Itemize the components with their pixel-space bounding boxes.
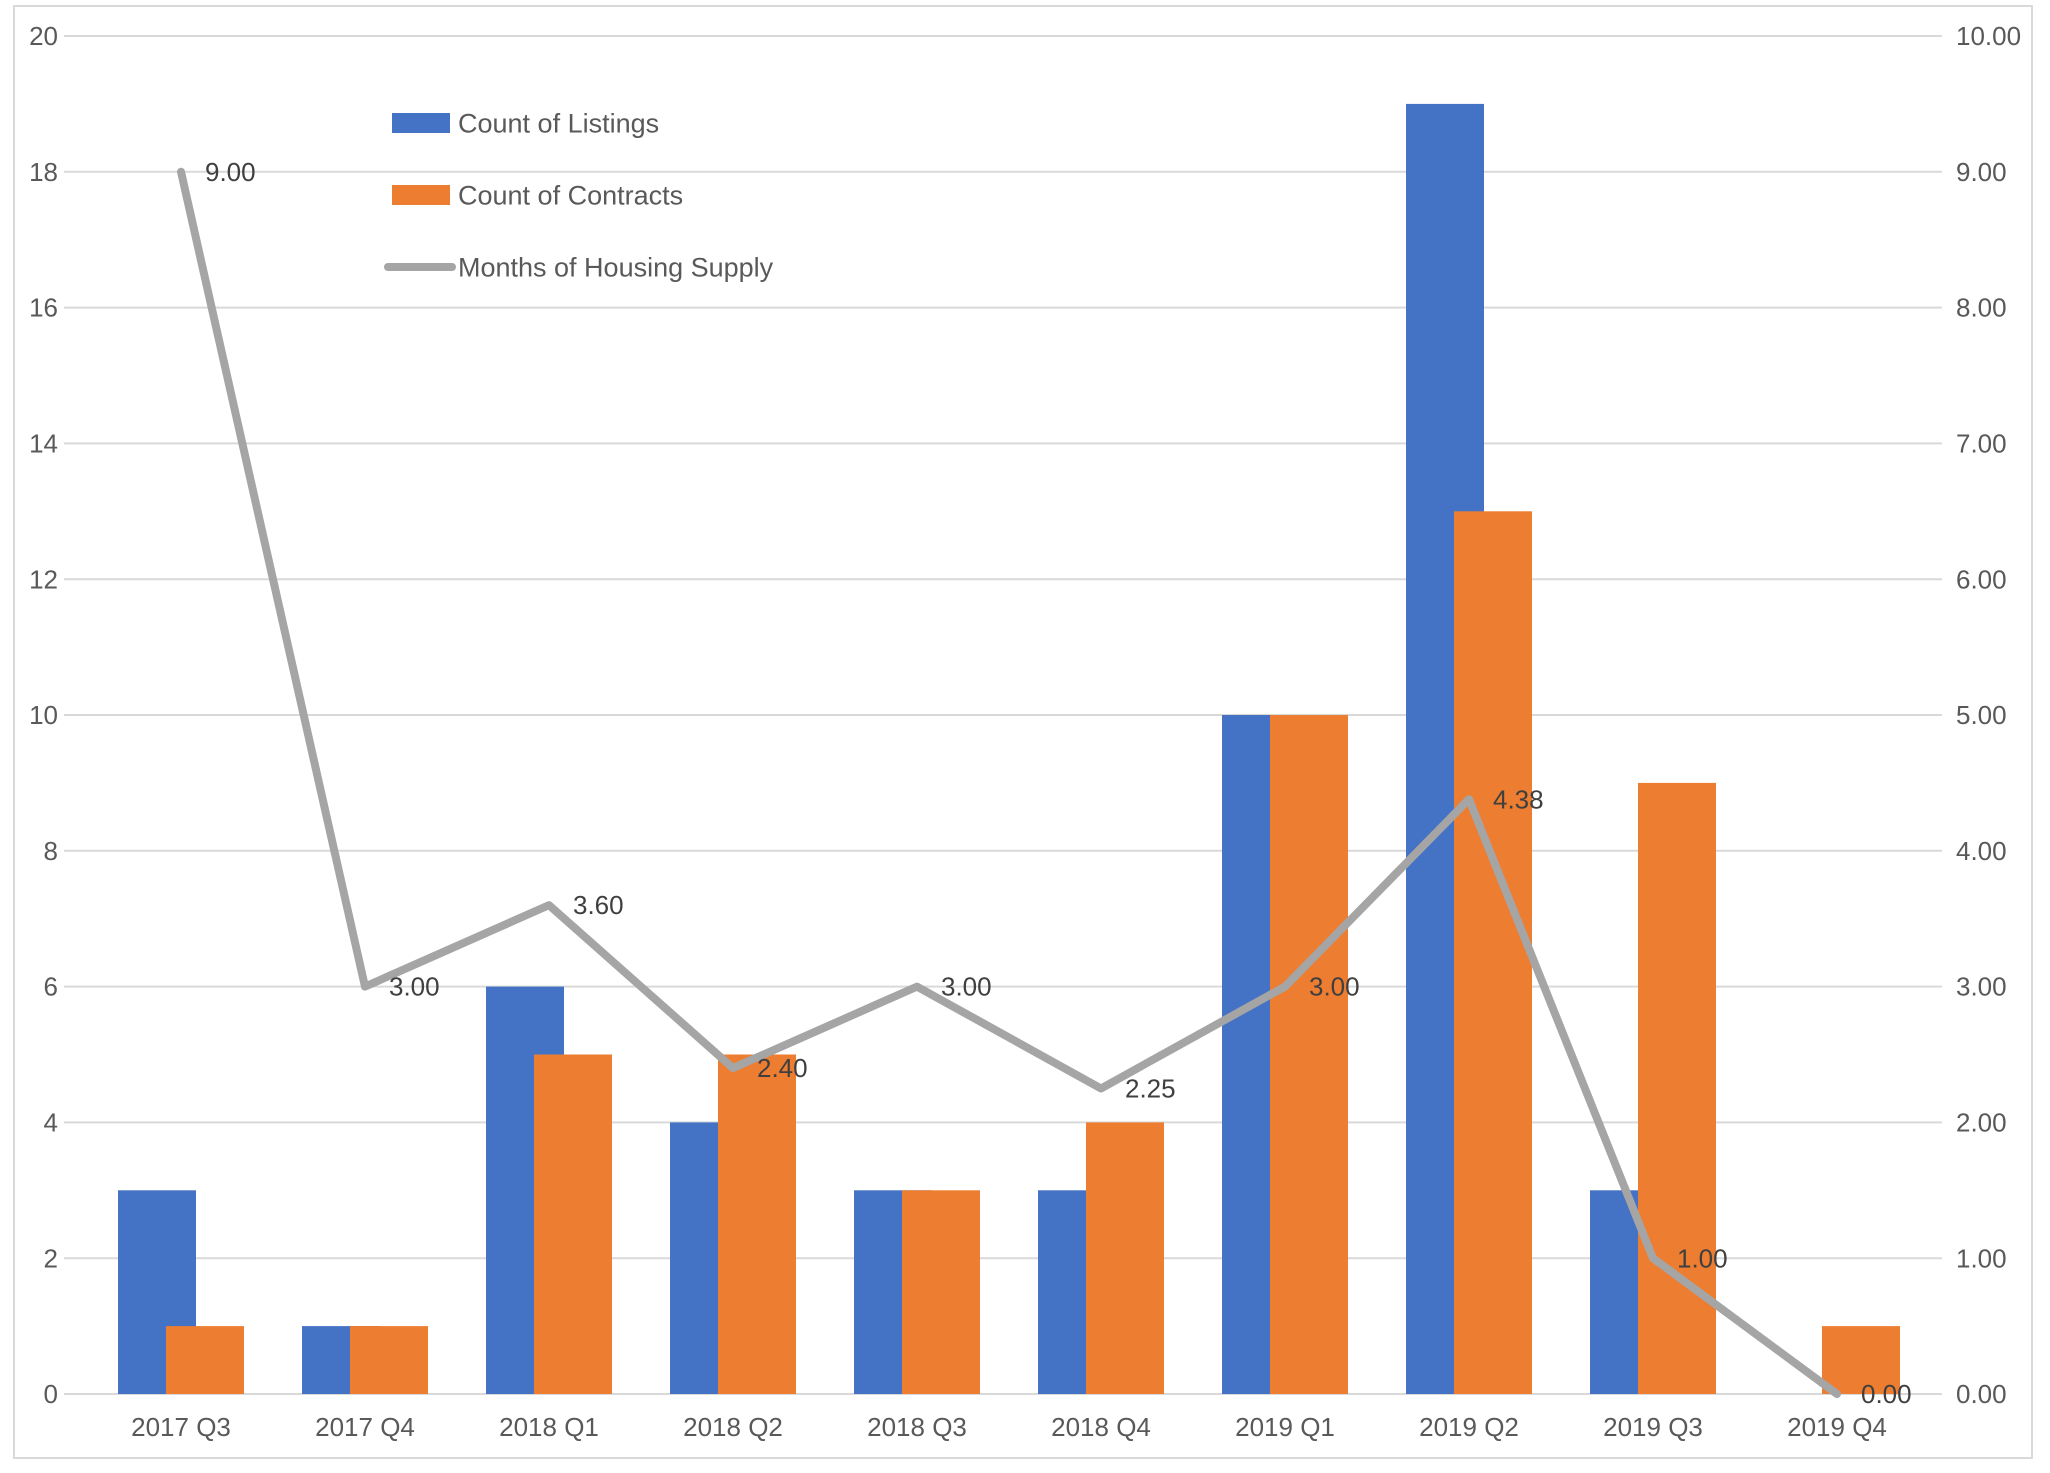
y-axis-tick-right: 1.00 [1956,1243,2007,1273]
x-axis-label: 2019 Q4 [1787,1412,1887,1442]
y-axis-tick-left: 14 [29,429,58,459]
legend-item-supply: Months of Housing Supply [384,252,774,282]
supply-data-label: 3.60 [573,890,624,920]
x-axis-label: 2017 Q4 [315,1412,415,1442]
x-axis-label: 2017 Q3 [131,1412,231,1442]
bar-contracts [1454,511,1532,1394]
x-axis-label: 2018 Q4 [1051,1412,1151,1442]
supply-data-label: 3.00 [941,972,992,1002]
y-axis-tick-left: 16 [29,293,58,323]
supply-data-label: 3.00 [389,972,440,1002]
supply-data-label: 3.00 [1309,972,1360,1002]
supply-data-label: 2.40 [757,1053,808,1083]
y-axis-tick-right: 4.00 [1956,836,2007,866]
y-axis-tick-left: 12 [29,564,58,594]
bar-contracts [718,1054,796,1394]
y-axis-tick-left: 6 [44,972,58,1002]
y-axis-tick-right: 0.00 [1956,1379,2007,1409]
legend-label: Count of Contracts [458,180,683,210]
bar-contracts [1638,782,1716,1394]
bar-contracts [1822,1326,1900,1394]
y-axis-tick-right: 3.00 [1956,972,2007,1002]
legend-item-listings: Count of Listings [392,108,659,138]
legend-label: Months of Housing Supply [458,252,774,282]
legend-label: Count of Listings [458,108,659,138]
x-axis-label: 2019 Q3 [1603,1412,1703,1442]
x-axis-label: 2018 Q2 [683,1412,783,1442]
y-axis-tick-right: 6.00 [1956,564,2007,594]
bar-contracts [902,1190,980,1394]
y-axis-tick-left: 4 [44,1108,58,1138]
supply-data-label: 2.25 [1125,1074,1176,1104]
legend-item-contracts: Count of Contracts [392,180,683,210]
legend-swatch-listings [392,113,450,133]
bar-contracts [534,1054,612,1394]
y-axis-tick-left: 2 [44,1243,58,1273]
legend-swatch-contracts [392,185,450,205]
y-axis-tick-right: 9.00 [1956,157,2007,187]
y-axis-tick-right: 10.00 [1956,21,2021,51]
bar-contracts [1270,715,1348,1394]
y-axis-tick-right: 2.00 [1956,1108,2007,1138]
chart-border [13,5,2033,1459]
y-axis-tick-left: 20 [29,21,58,51]
y-axis-tick-right: 7.00 [1956,429,2007,459]
supply-data-label: 1.00 [1677,1243,1728,1273]
x-axis-label: 2018 Q1 [499,1412,599,1442]
supply-line [177,167,1841,1398]
y-axis-tick-right: 8.00 [1956,293,2007,323]
bar-contracts [1086,1122,1164,1394]
y-axis-tick-right: 5.00 [1956,700,2007,730]
y-axis-tick-left: 18 [29,157,58,187]
x-axis-label: 2018 Q3 [867,1412,967,1442]
y-axis-tick-left: 0 [44,1379,58,1409]
y-axis-tick-left: 10 [29,700,58,730]
supply-data-label: 9.00 [205,157,256,187]
x-axis-label: 2019 Q1 [1235,1412,1335,1442]
bar-contracts [350,1326,428,1394]
bar-contracts [166,1326,244,1394]
x-axis-label: 2019 Q2 [1419,1412,1519,1442]
supply-data-label: 4.38 [1493,784,1544,814]
supply-data-label: 0.00 [1861,1379,1912,1409]
y-axis-tick-left: 8 [44,836,58,866]
